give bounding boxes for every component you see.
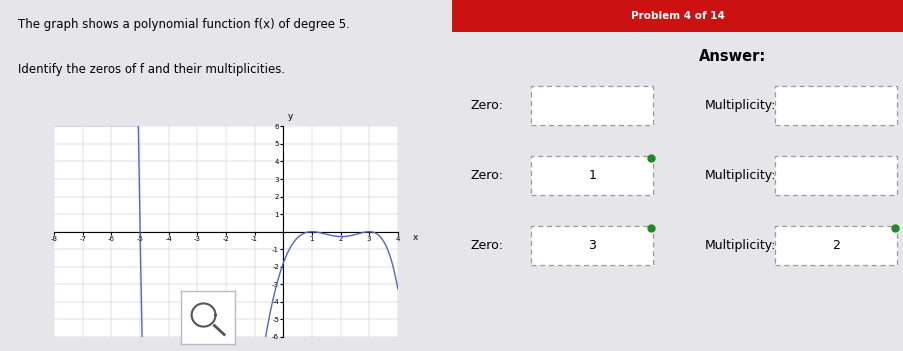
Text: Multiplicity:: Multiplicity:	[704, 169, 776, 182]
Text: Problem 4 of 14: Problem 4 of 14	[630, 11, 724, 21]
Text: 2: 2	[832, 239, 839, 252]
Text: 3: 3	[588, 239, 595, 252]
FancyBboxPatch shape	[452, 0, 903, 32]
FancyBboxPatch shape	[774, 226, 896, 265]
Text: Zero:: Zero:	[470, 99, 503, 112]
Text: 1: 1	[588, 169, 595, 182]
FancyBboxPatch shape	[774, 156, 896, 195]
Text: Multiplicity:: Multiplicity:	[704, 239, 776, 252]
Text: Answer:: Answer:	[698, 49, 765, 64]
Text: Zero:: Zero:	[470, 169, 503, 182]
FancyBboxPatch shape	[774, 86, 896, 125]
Text: Identify the zeros of f and their multiplicities.: Identify the zeros of f and their multip…	[18, 63, 284, 76]
Text: Multiplicity:: Multiplicity:	[704, 99, 776, 112]
FancyBboxPatch shape	[531, 156, 652, 195]
FancyBboxPatch shape	[531, 86, 652, 125]
FancyBboxPatch shape	[531, 226, 652, 265]
Text: x: x	[412, 233, 417, 242]
Text: The graph shows a polynomial function f(x) of degree 5.: The graph shows a polynomial function f(…	[18, 18, 349, 31]
Text: y: y	[287, 112, 293, 121]
Text: Zero:: Zero:	[470, 239, 503, 252]
